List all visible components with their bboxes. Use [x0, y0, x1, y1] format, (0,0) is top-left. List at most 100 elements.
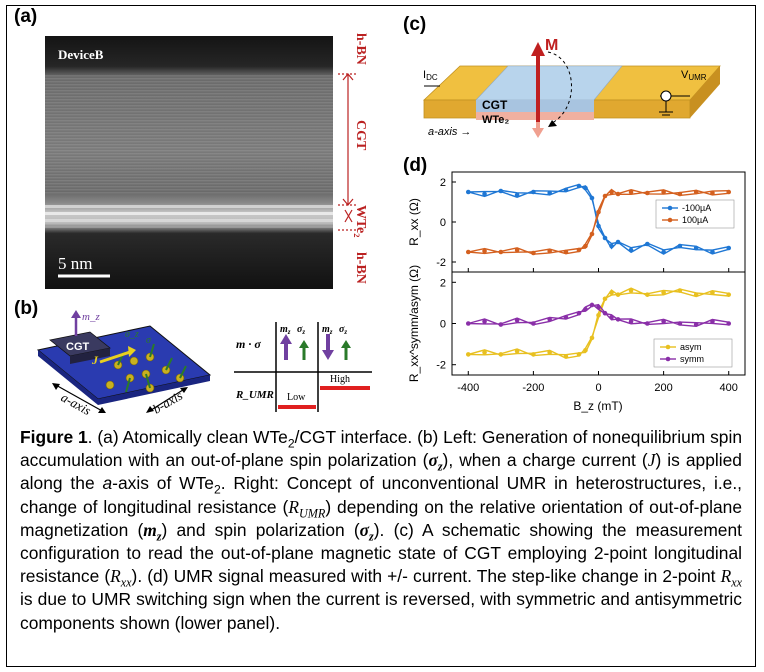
panel-b-label: (b)	[14, 298, 39, 319]
data-point	[645, 241, 650, 247]
data-point	[482, 248, 487, 254]
r-umr-label: R_UMR	[235, 389, 274, 401]
data-point	[609, 315, 614, 320]
data-point	[531, 321, 536, 326]
data-point	[602, 296, 608, 302]
data-point	[547, 350, 552, 355]
data-point	[576, 183, 582, 189]
data-point	[531, 352, 536, 357]
y-tick-label: 2	[440, 277, 446, 289]
data-point	[596, 223, 601, 229]
data-point	[628, 319, 634, 324]
data-point	[645, 321, 650, 326]
data-point	[710, 319, 715, 324]
series-line-symm	[468, 303, 729, 328]
j-label: J	[91, 353, 99, 367]
data-point	[589, 195, 595, 201]
svg-text:σz: σz	[297, 324, 305, 336]
legend-label: asym	[680, 342, 702, 352]
y-axis-label: R_xx (Ω)	[407, 198, 421, 246]
data-point	[615, 239, 621, 245]
data-point	[589, 231, 595, 237]
data-point	[609, 189, 614, 195]
data-point	[726, 189, 732, 195]
data-point	[677, 191, 683, 197]
layer-hbn-bottom: h-BN	[353, 252, 368, 284]
data-point	[710, 249, 715, 255]
y-tick-label: -2	[436, 257, 446, 269]
x-tick-label: 200	[654, 382, 672, 394]
data-point	[498, 249, 504, 255]
legend-marker	[667, 205, 673, 211]
x-tick-label: -400	[457, 382, 479, 394]
data-point	[596, 312, 601, 318]
svg-text:mz: mz	[280, 324, 291, 336]
figure-caption: Figure 1. (a) Atomically clean WTe2/CGT …	[20, 427, 742, 633]
a-axis-label-c: a-axis →	[428, 126, 471, 138]
caption-figure-number: Figure 1	[20, 427, 88, 447]
y-tick-label: -2	[436, 360, 446, 372]
data-point	[677, 288, 683, 293]
layer-cgt: CGT	[353, 120, 368, 151]
svg-text:σz: σz	[339, 324, 347, 336]
y-tick-label: 0	[440, 217, 446, 229]
data-point	[514, 247, 520, 253]
data-point	[693, 292, 699, 297]
wte2-region	[476, 112, 594, 120]
idc-label: IDC	[423, 69, 438, 82]
panel-a-label: (a)	[14, 6, 38, 27]
layer-hbn-top: h-BN	[353, 33, 368, 65]
data-point	[531, 250, 536, 256]
data-point	[628, 247, 634, 253]
data-point	[482, 350, 487, 355]
data-point	[661, 290, 666, 295]
wte2-label-c: WTe₂	[482, 114, 509, 126]
data-point	[726, 245, 732, 251]
series-line-asym	[468, 287, 729, 359]
data-point	[583, 243, 588, 249]
data-point	[661, 319, 666, 324]
data-point	[602, 193, 608, 199]
data-point	[615, 317, 621, 322]
data-point	[465, 249, 471, 255]
data-point	[563, 187, 569, 193]
data-point	[576, 352, 582, 357]
data-point	[609, 243, 614, 249]
data-point	[514, 318, 520, 323]
data-point	[609, 290, 614, 295]
data-point	[615, 292, 621, 297]
data-point	[576, 310, 582, 316]
y-tick-label: 2	[440, 177, 446, 189]
data-point	[563, 249, 569, 255]
data-point	[498, 188, 504, 194]
legend-label: symm	[680, 354, 704, 364]
data-point	[498, 352, 504, 357]
data-point	[693, 245, 699, 251]
data-point	[531, 189, 536, 195]
data-point	[628, 189, 634, 195]
panel-d-label: (d)	[403, 155, 428, 176]
vumr-label: VUMR	[681, 69, 707, 82]
legend-label: 100µA	[682, 215, 708, 225]
data-point	[661, 189, 666, 195]
data-point	[615, 191, 621, 197]
series-line-100µA	[468, 188, 729, 255]
data-point	[465, 189, 471, 195]
data-point	[661, 249, 666, 255]
low-label: Low	[287, 392, 306, 403]
data-point	[710, 190, 715, 196]
data-point	[576, 247, 582, 253]
data-point	[514, 192, 520, 198]
x-axis-label: B_z (mT)	[573, 399, 622, 413]
data-point	[589, 335, 595, 341]
table-header: m · σ	[236, 337, 261, 351]
mz-label: m_z	[82, 311, 100, 323]
high-label: High	[330, 374, 350, 385]
data-point	[563, 315, 569, 320]
x-tick-label: -200	[522, 382, 544, 394]
data-point	[547, 248, 552, 254]
